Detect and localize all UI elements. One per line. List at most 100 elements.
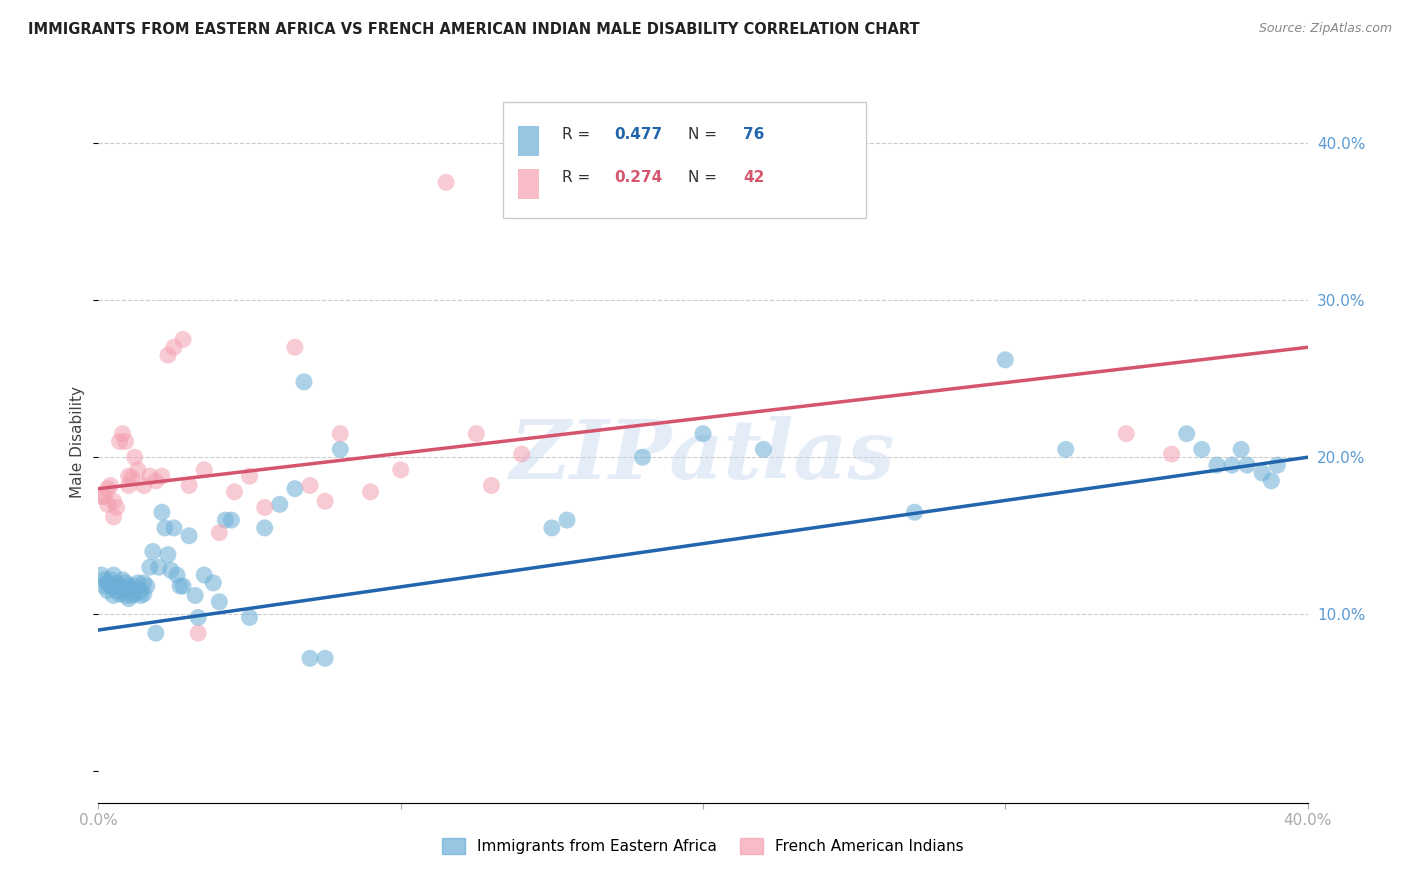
Point xyxy=(193,568,215,582)
Point xyxy=(105,500,128,515)
Y-axis label: Male Disability: Male Disability xyxy=(70,385,86,498)
Point xyxy=(145,474,167,488)
Legend: Immigrants from Eastern Africa, French American Indians: Immigrants from Eastern Africa, French A… xyxy=(436,832,970,860)
Text: 76: 76 xyxy=(742,127,765,142)
Point xyxy=(132,575,155,590)
Point xyxy=(172,579,194,593)
Point xyxy=(121,471,143,485)
Point xyxy=(114,589,136,603)
Point xyxy=(1260,474,1282,488)
Point xyxy=(994,352,1017,367)
Point xyxy=(329,442,352,457)
Point xyxy=(93,490,115,504)
Text: ZIPatlas: ZIPatlas xyxy=(510,416,896,496)
Point xyxy=(93,579,115,593)
Text: 42: 42 xyxy=(742,170,765,186)
Point xyxy=(179,478,201,492)
Point xyxy=(208,595,231,609)
Point xyxy=(1054,442,1077,457)
Point xyxy=(129,589,152,603)
Point xyxy=(124,450,146,465)
Point xyxy=(100,579,122,593)
Point xyxy=(510,447,533,461)
Point xyxy=(108,579,131,593)
Point xyxy=(284,340,307,354)
Point xyxy=(111,573,134,587)
Point xyxy=(434,175,457,189)
Point xyxy=(172,333,194,347)
Point xyxy=(118,583,141,598)
Text: 0.274: 0.274 xyxy=(614,170,664,186)
Point xyxy=(93,573,115,587)
Point xyxy=(1236,458,1258,472)
Point xyxy=(156,348,179,362)
Point xyxy=(96,583,118,598)
Point xyxy=(103,568,125,582)
Point xyxy=(555,513,578,527)
Text: IMMIGRANTS FROM EASTERN AFRICA VS FRENCH AMERICAN INDIAN MALE DISABILITY CORRELA: IMMIGRANTS FROM EASTERN AFRICA VS FRENCH… xyxy=(28,22,920,37)
Point xyxy=(360,484,382,499)
FancyBboxPatch shape xyxy=(517,126,538,156)
Point xyxy=(118,579,141,593)
Point xyxy=(132,478,155,492)
Point xyxy=(108,587,131,601)
Point xyxy=(105,575,128,590)
Point xyxy=(139,469,162,483)
Text: Source: ZipAtlas.com: Source: ZipAtlas.com xyxy=(1258,22,1392,36)
Point xyxy=(329,426,352,441)
Point xyxy=(96,497,118,511)
Point xyxy=(145,626,167,640)
Point xyxy=(239,469,262,483)
Text: N =: N = xyxy=(689,170,723,186)
Point xyxy=(221,513,243,527)
Point xyxy=(150,469,173,483)
Point xyxy=(103,494,125,508)
Point xyxy=(163,340,186,354)
Point xyxy=(132,587,155,601)
Point xyxy=(129,583,152,598)
Point xyxy=(90,490,112,504)
Point xyxy=(1251,466,1274,480)
Point xyxy=(284,482,307,496)
Point xyxy=(135,579,157,593)
Point xyxy=(208,525,231,540)
Text: 0.477: 0.477 xyxy=(614,127,662,142)
Point xyxy=(114,434,136,449)
Point xyxy=(692,426,714,441)
Point xyxy=(103,510,125,524)
Point xyxy=(121,589,143,603)
Point xyxy=(148,560,170,574)
Text: R =: R = xyxy=(561,170,595,186)
Point xyxy=(540,521,562,535)
Point xyxy=(111,582,134,597)
Point xyxy=(156,548,179,562)
Point xyxy=(314,651,336,665)
Point xyxy=(139,560,162,574)
Point xyxy=(179,529,201,543)
Point xyxy=(465,426,488,441)
Point xyxy=(118,591,141,606)
Point xyxy=(118,469,141,483)
Text: N =: N = xyxy=(689,127,723,142)
Point xyxy=(1230,442,1253,457)
Point xyxy=(292,375,315,389)
Point xyxy=(114,575,136,590)
Point xyxy=(184,589,207,603)
Point xyxy=(752,442,775,457)
Point xyxy=(314,494,336,508)
Point xyxy=(124,579,146,593)
Point xyxy=(142,544,165,558)
FancyBboxPatch shape xyxy=(503,102,866,218)
Point xyxy=(103,579,125,593)
Point xyxy=(904,505,927,519)
Point xyxy=(1267,458,1289,472)
Point xyxy=(96,575,118,590)
Point xyxy=(481,478,503,492)
Point xyxy=(100,573,122,587)
Point xyxy=(299,651,322,665)
Point xyxy=(111,426,134,441)
Point xyxy=(105,583,128,598)
Point xyxy=(193,463,215,477)
Point xyxy=(124,587,146,601)
Point xyxy=(103,589,125,603)
